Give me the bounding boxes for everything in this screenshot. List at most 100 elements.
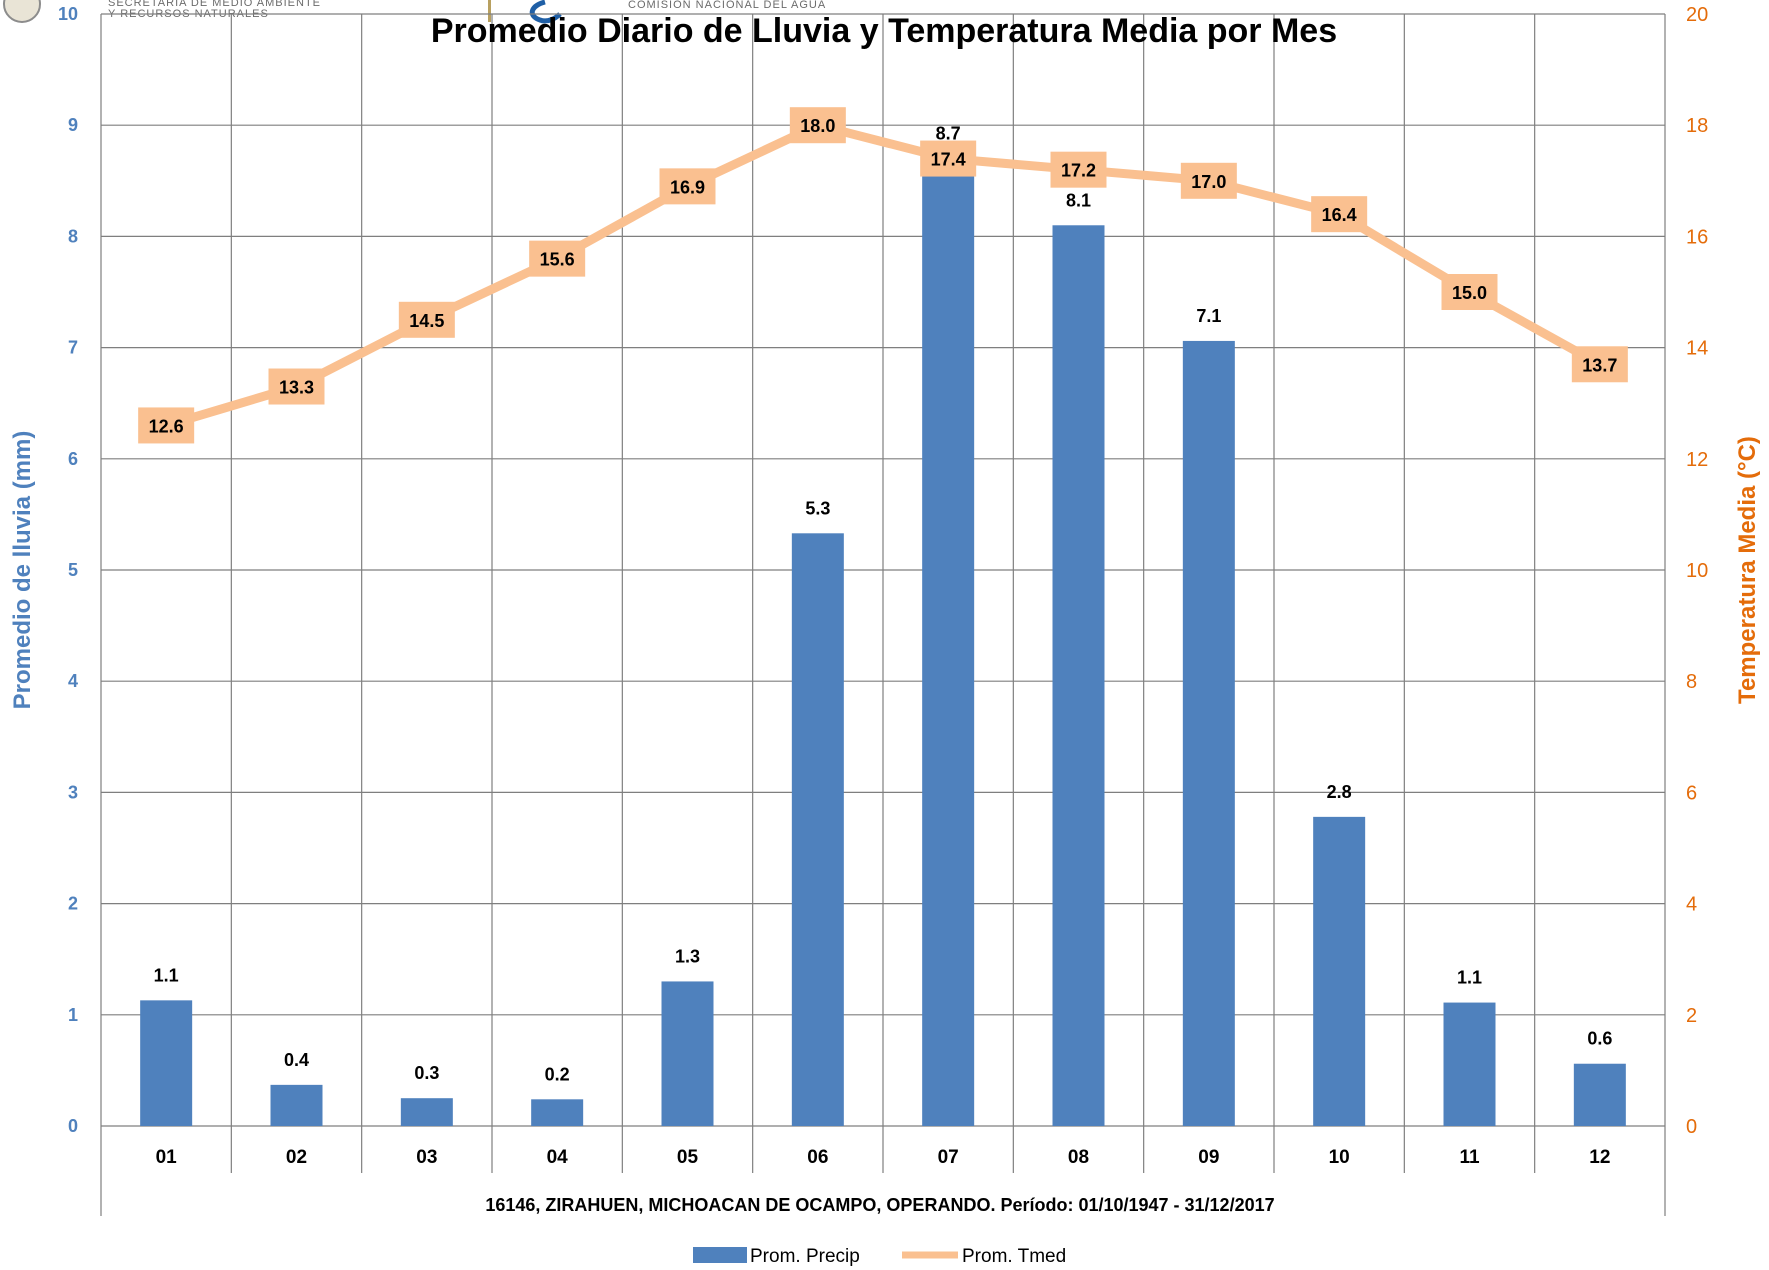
line-value-label: 13.7 xyxy=(1582,355,1617,375)
bar xyxy=(1313,816,1366,1126)
y-tick-label-right: 8 xyxy=(1686,671,1697,693)
conagua-logo: COMISIÓN NACIONAL DEL AGUA xyxy=(488,0,826,24)
y-tick-label-left: 9 xyxy=(68,115,78,135)
y-tick-label-right: 4 xyxy=(1686,894,1697,916)
y-tick-label-right: 16 xyxy=(1686,226,1708,248)
y-tick-label-left: 8 xyxy=(68,226,78,246)
line-value-box xyxy=(789,107,846,144)
line-value-label: 18.0 xyxy=(800,116,835,136)
bar-value-label: 1.1 xyxy=(1457,968,1482,988)
line-value-box xyxy=(1311,196,1368,233)
bar-value-label: 8.7 xyxy=(936,124,961,144)
bar-value-label: 0.4 xyxy=(284,1050,309,1070)
y-tick-label-right: 12 xyxy=(1686,449,1708,471)
bar xyxy=(270,1084,323,1126)
bar-value-label: 7.1 xyxy=(1196,306,1221,326)
legend-label-precip: Prom. Precip xyxy=(750,1246,860,1267)
x-tick-label: 05 xyxy=(677,1147,699,1168)
bar xyxy=(400,1098,453,1126)
bar-value-label: 5.3 xyxy=(805,498,830,518)
y-tick-label-right: 6 xyxy=(1686,782,1697,804)
bar-value-label: 2.8 xyxy=(1327,782,1352,802)
x-axis-label: 16146, ZIRAHUEN, MICHOACAN DE OCAMPO, OP… xyxy=(485,1195,1274,1215)
x-tick-label: 01 xyxy=(156,1147,178,1168)
y-tick-label-left: 3 xyxy=(68,782,78,802)
line-value-label: 14.5 xyxy=(409,311,444,331)
logo-divider xyxy=(488,0,491,22)
y-tick-label-left: 6 xyxy=(68,449,78,469)
bar xyxy=(791,533,844,1126)
semarnat-logo: SECRETARÍA DE MEDIO AMBIENTE Y RECURSOS … xyxy=(3,0,321,23)
bar-value-label: 1.1 xyxy=(154,965,179,985)
semarnat-logo-text-1: SECRETARÍA DE MEDIO AMBIENTE xyxy=(108,0,321,9)
x-tick-label: 11 xyxy=(1459,1147,1480,1168)
y-tick-label-left: 1 xyxy=(68,1005,78,1025)
grid xyxy=(100,13,1666,1216)
line-value-box xyxy=(1180,162,1237,199)
bar xyxy=(531,1099,584,1126)
bar-value-label: 8.1 xyxy=(1066,190,1091,210)
line-value-label: 15.6 xyxy=(540,250,575,270)
line-value-label: 16.9 xyxy=(670,177,705,197)
bar xyxy=(1573,1063,1626,1126)
line-value-box xyxy=(138,407,195,444)
line-value-box xyxy=(268,368,325,405)
bar xyxy=(1443,1002,1496,1126)
line-value-label: 15.0 xyxy=(1452,283,1487,303)
y-tick-label-right: 10 xyxy=(1686,560,1708,582)
line-value-label: 17.4 xyxy=(931,150,966,170)
bar xyxy=(1052,225,1105,1126)
x-tick-label: 07 xyxy=(938,1147,959,1168)
y-axis-label-right: Temperatura Media (°C) xyxy=(1734,436,1761,704)
line-value-box xyxy=(529,240,586,277)
line-value-box xyxy=(920,140,977,177)
line-value-box xyxy=(398,301,455,338)
x-tick-label: 09 xyxy=(1198,1147,1219,1168)
y-tick-label-left: 7 xyxy=(68,338,78,358)
x-tick-label: 03 xyxy=(416,1147,437,1168)
bar xyxy=(661,981,714,1126)
line-value-box xyxy=(1441,274,1498,310)
line-value-label: 17.2 xyxy=(1061,161,1096,181)
x-tick-label: 06 xyxy=(807,1147,828,1168)
x-tick-label: 12 xyxy=(1589,1147,1610,1168)
line-value-box xyxy=(659,168,716,205)
bar-value-label: 0.3 xyxy=(414,1063,439,1083)
line-value-box xyxy=(1571,346,1628,383)
y-tick-label-right: 14 xyxy=(1686,338,1708,360)
legend: Prom. Precip Prom. Tmed xyxy=(693,1246,1066,1267)
y-tick-label-left: 10 xyxy=(58,4,78,24)
x-tick-label: 10 xyxy=(1329,1147,1350,1168)
y-tick-label-left: 4 xyxy=(68,671,78,691)
bar xyxy=(140,1000,193,1126)
bar-series xyxy=(140,158,1626,1127)
y-tick-label-right: 20 xyxy=(1686,4,1708,26)
water-wave-icon xyxy=(529,0,562,24)
x-tick-label: 04 xyxy=(547,1147,569,1168)
y-tick-label-left: 0 xyxy=(68,1116,78,1136)
line-value-label: 12.6 xyxy=(149,416,184,436)
seal-icon xyxy=(3,0,41,23)
chart-title: Promedio Diario de Lluvia y Temperatura … xyxy=(431,12,1337,50)
bar-value-label: 0.2 xyxy=(545,1064,570,1084)
legend-label-tmed: Prom. Tmed xyxy=(962,1246,1066,1267)
y-tick-label-right: 0 xyxy=(1686,1116,1697,1138)
bar xyxy=(922,158,975,1126)
y-tick-label-left: 5 xyxy=(68,560,78,580)
bar-value-label: 0.6 xyxy=(1587,1029,1612,1049)
y-tick-label-right: 18 xyxy=(1686,115,1708,137)
line-value-label: 13.3 xyxy=(279,378,314,398)
data-labels: 1.1 0.4 0.3 0.2 1.3 5.3 8.7 8.1 7.1 2.8 1.1 0.6 12.6… xyxy=(138,107,1628,1084)
bar-value-label: 1.3 xyxy=(675,946,700,966)
x-tick-label: 02 xyxy=(286,1147,307,1168)
bar xyxy=(1182,340,1235,1127)
line-value-label: 16.4 xyxy=(1322,205,1357,225)
x-tick-label: 08 xyxy=(1068,1147,1089,1168)
line-value-box xyxy=(1050,151,1107,188)
y-tick-label-left: 2 xyxy=(68,894,78,914)
line-value-label: 17.0 xyxy=(1191,172,1226,192)
conagua-logo-text: COMISIÓN NACIONAL DEL AGUA xyxy=(628,0,826,11)
y-axis-label-left: Promedio de lluvia (mm) xyxy=(9,431,36,710)
